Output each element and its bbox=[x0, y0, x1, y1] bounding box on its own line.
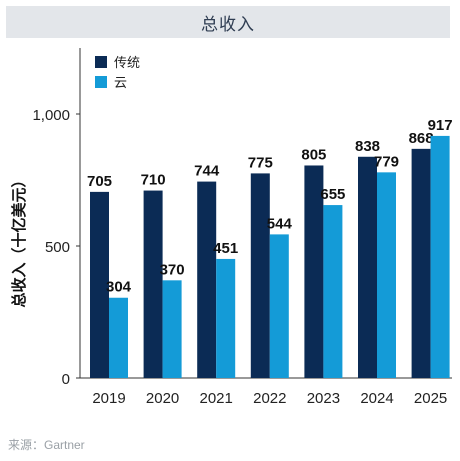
data-label: 917 bbox=[428, 117, 453, 134]
bar-cloud bbox=[269, 234, 289, 378]
source-note: 来源：Gartner bbox=[8, 438, 85, 452]
data-label: 779 bbox=[374, 153, 399, 170]
bar-cloud bbox=[162, 280, 182, 378]
data-label: 544 bbox=[267, 215, 293, 232]
x-tick-label: 2022 bbox=[253, 390, 286, 407]
bar-cloud bbox=[216, 258, 236, 378]
data-label: 705 bbox=[87, 173, 112, 190]
bar-traditional bbox=[143, 190, 163, 378]
bar-traditional bbox=[358, 156, 377, 378]
legend-label: 传统 bbox=[114, 56, 140, 71]
x-tick-label: 2025 bbox=[414, 390, 447, 407]
data-label: 710 bbox=[141, 172, 166, 189]
bar-cloud bbox=[323, 205, 343, 378]
bar-traditional bbox=[197, 181, 217, 378]
x-tick-label: 2020 bbox=[146, 390, 179, 407]
data-label: 655 bbox=[320, 186, 345, 203]
legend-swatch bbox=[95, 76, 107, 88]
data-label: 370 bbox=[160, 261, 185, 278]
bar-cloud bbox=[377, 172, 396, 378]
x-tick-label: 2021 bbox=[200, 390, 233, 407]
data-label: 838 bbox=[355, 138, 380, 155]
data-label: 744 bbox=[194, 163, 220, 180]
bar-cloud bbox=[109, 297, 128, 378]
x-tick-label: 2023 bbox=[307, 390, 340, 407]
y-tick-label: 1,000 bbox=[32, 107, 70, 124]
x-tick-label: 2019 bbox=[92, 390, 125, 407]
data-label: 868 bbox=[409, 130, 434, 147]
legend-label: 云 bbox=[114, 76, 127, 91]
data-label: 775 bbox=[248, 154, 273, 171]
y-tick-label: 500 bbox=[45, 239, 70, 256]
bar-cloud bbox=[430, 135, 450, 378]
chart-title-bar: 总收入 bbox=[6, 6, 450, 38]
bar-traditional bbox=[90, 191, 109, 378]
y-axis-label: 总收入（十亿美元） bbox=[10, 172, 28, 307]
data-label: 304 bbox=[106, 279, 132, 296]
data-label: 805 bbox=[301, 146, 326, 163]
bar-traditional bbox=[411, 148, 431, 378]
data-label: 451 bbox=[213, 240, 238, 257]
bar-traditional bbox=[250, 173, 270, 378]
x-tick-label: 2024 bbox=[360, 390, 393, 407]
bar-traditional bbox=[304, 165, 324, 378]
legend-swatch bbox=[95, 56, 107, 68]
chart-title: 总收入 bbox=[201, 14, 255, 35]
y-tick-label: 0 bbox=[62, 371, 70, 388]
